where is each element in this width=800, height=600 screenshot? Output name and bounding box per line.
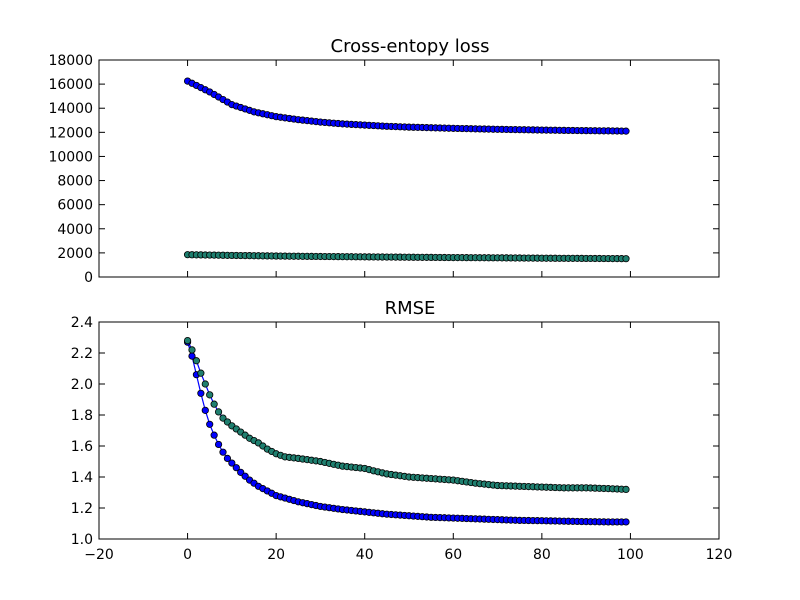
data-point	[622, 518, 630, 526]
x-tick-label: 40	[356, 547, 374, 563]
data-point	[622, 255, 630, 263]
y-tick-label: 1.4	[71, 470, 93, 486]
y-tick-label: 1.8	[71, 408, 93, 424]
y-tick-label: 8000	[57, 174, 93, 190]
data-point	[201, 380, 209, 388]
data-point	[237, 468, 245, 476]
plot-area: 1.0 1.2 1.4 1.6 1.8 2.0 2.2 2.4 −20 0 20 40 60 80 100 1…	[71, 315, 733, 563]
data-point	[214, 408, 223, 416]
x-tick-label: 100	[617, 547, 644, 563]
x-tick-label: −20	[84, 547, 114, 563]
x-tick-label: 60	[444, 547, 462, 563]
data-point	[183, 336, 192, 345]
y-tick-label: 18000	[48, 53, 93, 69]
data-point	[188, 346, 196, 354]
x-tick-label: 120	[706, 547, 733, 563]
x-tick-label: 80	[533, 547, 551, 563]
data-point	[210, 400, 218, 408]
data-point	[197, 369, 205, 377]
data-point	[622, 485, 630, 493]
data-point	[219, 414, 227, 422]
x-tick-label: 20	[267, 547, 285, 563]
data-point	[192, 357, 201, 365]
data-point	[206, 391, 214, 399]
plot-area: 0 2000 4000 6000 8000 10000 12000 14000 16000 180…	[48, 53, 720, 286]
data-point	[622, 127, 630, 135]
x-tick-label: 0	[183, 547, 192, 563]
y-tick-label: 1.6	[71, 439, 93, 455]
y-tick-label: 2000	[57, 246, 93, 262]
y-tick-label: 2.4	[71, 315, 93, 331]
data-point	[210, 431, 218, 439]
data-point	[206, 420, 214, 428]
data-point	[201, 406, 209, 414]
data-point	[232, 464, 240, 472]
chart-title: Cross-entopy loss	[331, 36, 490, 57]
data-point	[223, 454, 232, 462]
axes-frame	[98, 59, 720, 278]
y-tick-label: 1.0	[71, 532, 93, 548]
axes-frame	[98, 321, 720, 540]
data-point	[197, 389, 205, 397]
data-point	[214, 440, 223, 449]
y-tick-label: 6000	[57, 198, 93, 214]
data-point	[223, 418, 232, 426]
y-tick-label: 0	[84, 270, 93, 286]
data-point	[219, 448, 227, 456]
data-point	[228, 459, 236, 467]
chart-title: RMSE	[385, 298, 436, 319]
y-tick-label: 1.2	[71, 501, 93, 517]
data-point	[241, 472, 249, 480]
y-tick-label: 2.0	[71, 377, 93, 393]
rmse-panel: RMSE 1.0 1.2 1.4 1.6 1.8 2.0 2.2 2.4 −20 0 20 40 60 8…	[71, 298, 733, 563]
y-tick-label: 14000	[48, 101, 93, 117]
y-tick-label: 4000	[57, 222, 93, 238]
y-tick-label: 12000	[48, 125, 93, 141]
cross-entropy-loss-panel: Cross-entopy loss 0 2000 4000 6000 8000 10000…	[48, 36, 720, 286]
y-tick-label: 10000	[48, 149, 93, 165]
y-tick-label: 2.2	[71, 346, 93, 362]
y-tick-label: 16000	[48, 77, 93, 93]
